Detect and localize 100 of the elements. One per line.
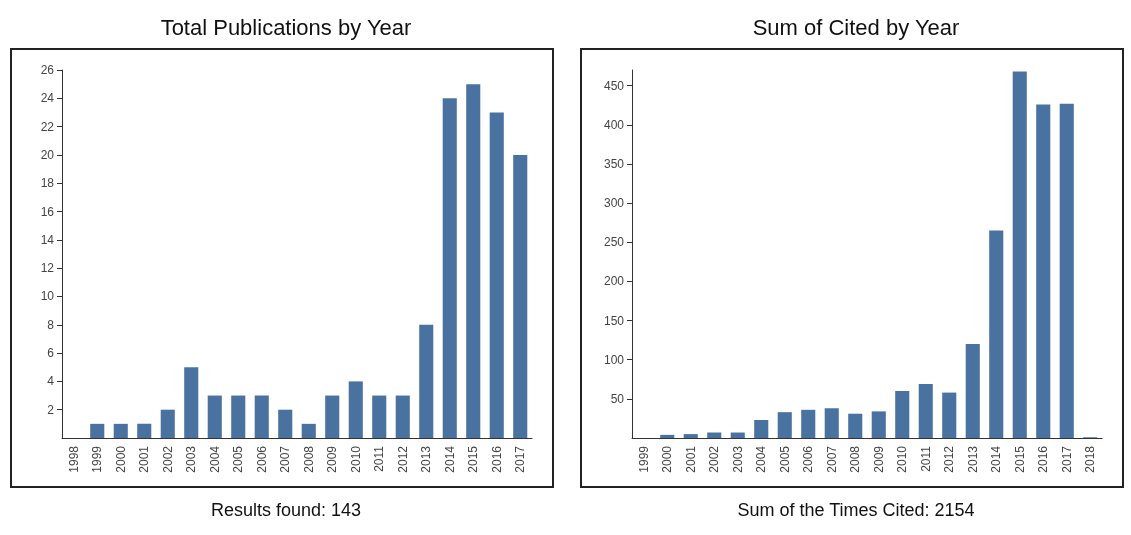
bar <box>301 423 316 438</box>
x-tick-label: 2017 <box>1059 445 1074 473</box>
y-tick-label: 24 <box>40 91 55 106</box>
bar <box>184 367 199 438</box>
y-tick-label: 450 <box>603 78 625 93</box>
x-tick-label: 2012 <box>942 445 957 473</box>
bar <box>207 395 222 438</box>
x-tick-label: 1998 <box>66 445 81 473</box>
bar <box>325 395 340 438</box>
x-tick-label: 2001 <box>137 445 152 473</box>
y-tick-label: 26 <box>40 63 55 77</box>
x-tick-label: 2007 <box>278 445 293 473</box>
bar <box>348 381 363 438</box>
y-tick-label: 12 <box>40 261 55 276</box>
bar <box>1059 103 1074 438</box>
x-tick-label: 2018 <box>1083 445 1098 473</box>
y-tick-label: 8 <box>47 317 55 332</box>
bar <box>824 408 839 438</box>
bar <box>1012 71 1027 438</box>
bar <box>683 434 698 438</box>
x-tick-label: 2004 <box>754 445 769 473</box>
x-tick-label: 2005 <box>231 445 246 473</box>
x-tick-label: 2006 <box>801 445 816 473</box>
bar <box>372 395 387 438</box>
x-tick-label: 2010 <box>895 445 910 473</box>
bar <box>254 395 269 438</box>
y-tick-label: 250 <box>603 235 625 250</box>
x-tick-label: 2001 <box>683 445 698 473</box>
y-tick-label: 18 <box>40 176 55 191</box>
x-tick-label: 2000 <box>660 445 675 473</box>
y-tick-label: 4 <box>47 374 55 389</box>
x-tick-label: 2009 <box>871 445 886 473</box>
x-tick-label: 2010 <box>348 445 363 473</box>
bar <box>660 434 675 438</box>
y-tick-label: 16 <box>40 204 55 219</box>
bar <box>707 432 722 438</box>
chart-title: Total Publications by Year <box>159 14 413 42</box>
y-tick-label: 50 <box>610 391 625 406</box>
bar <box>942 392 957 438</box>
bar <box>965 344 980 438</box>
bar <box>466 84 481 438</box>
text: Results found: 143 <box>209 500 363 521</box>
bar <box>730 432 745 438</box>
bar <box>754 419 769 438</box>
bar <box>113 423 128 438</box>
y-tick-label: 150 <box>603 313 625 328</box>
x-tick-label: 1999 <box>90 445 105 473</box>
x-tick-label: 2011 <box>918 445 933 472</box>
bar <box>777 412 792 438</box>
y-tick-label: 400 <box>603 117 625 132</box>
bar <box>848 413 863 438</box>
x-tick-label: 2013 <box>965 445 980 473</box>
bar <box>513 154 528 438</box>
x-tick-label: 1999 <box>636 445 651 473</box>
x-tick-label: 2016 <box>489 445 504 473</box>
bar <box>231 395 246 438</box>
x-tick-label: 2003 <box>730 445 745 473</box>
x-tick-label: 2006 <box>254 445 269 473</box>
y-tick-label: 200 <box>603 274 625 289</box>
bar <box>801 409 816 438</box>
x-tick-label: 2005 <box>777 445 792 473</box>
x-tick-label: 2013 <box>419 445 434 473</box>
y-tick-label: 2 <box>47 402 55 417</box>
bar <box>160 409 175 438</box>
text: Sum of the Times Cited: 2154 <box>736 500 976 521</box>
y-tick-label: 10 <box>40 289 55 304</box>
bar <box>918 383 933 438</box>
bar <box>442 98 457 438</box>
x-tick-label: 2008 <box>848 445 863 473</box>
x-tick-label: 2002 <box>160 445 175 473</box>
x-tick-label: 2014 <box>442 445 457 473</box>
x-tick-label: 2015 <box>466 445 481 473</box>
y-tick-label: 6 <box>47 346 55 361</box>
x-tick-label: 2017 <box>513 445 528 473</box>
bar <box>489 112 504 438</box>
x-tick-label: 2008 <box>301 445 316 473</box>
x-tick-label: 2002 <box>707 445 722 473</box>
x-tick-label: 2000 <box>113 445 128 473</box>
x-tick-label: 2004 <box>207 445 222 473</box>
x-tick-label: 2014 <box>989 445 1004 473</box>
y-tick-label: 22 <box>40 119 55 134</box>
x-tick-label: 2003 <box>184 445 199 473</box>
bar <box>137 423 152 438</box>
chart-title: Sum of Cited by Year <box>751 14 961 42</box>
x-tick-label: 2007 <box>824 445 839 473</box>
y-tick-label: 350 <box>603 156 625 171</box>
x-tick-label: 2011 <box>372 445 387 472</box>
bar <box>895 391 910 438</box>
bar <box>90 423 105 438</box>
x-tick-label: 2016 <box>1036 445 1051 473</box>
y-tick-label: 20 <box>40 147 55 162</box>
bar <box>395 395 410 438</box>
bar <box>989 230 1004 438</box>
bar <box>278 409 293 438</box>
bar <box>871 411 886 438</box>
y-tick-label: 300 <box>603 196 625 211</box>
bar <box>1036 104 1051 438</box>
bar <box>419 324 434 438</box>
y-tick-label: 14 <box>40 232 55 247</box>
y-tick-label: 100 <box>603 352 625 367</box>
